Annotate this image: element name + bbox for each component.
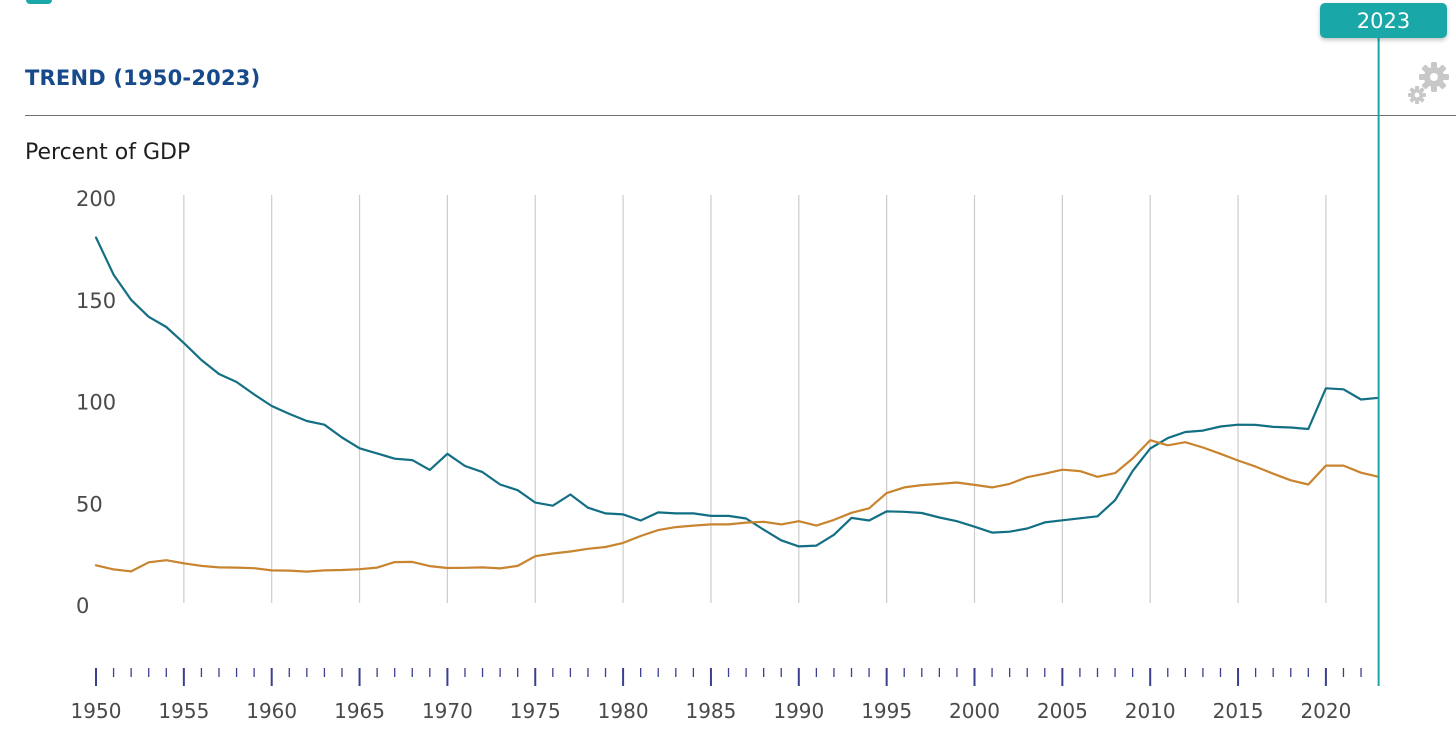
section-title: TREND (1950-2023) (25, 66, 261, 90)
y-tick-label-50: 50 (76, 492, 103, 516)
x-tick-label-1970: 1970 (422, 699, 473, 723)
series-line-1 (94, 236, 1380, 548)
y-tick-label-100: 100 (76, 391, 116, 415)
section-divider (25, 115, 1456, 116)
x-tick-label-1975: 1975 (510, 699, 561, 723)
y-tick-label-0: 0 (76, 594, 89, 618)
x-tick-label-1985: 1985 (685, 699, 736, 723)
legend-swatch (26, 0, 52, 4)
x-tick-label-1950: 1950 (71, 699, 122, 723)
series-line-2 (94, 439, 1380, 573)
x-tick-label-2010: 2010 (1125, 699, 1176, 723)
x-tick-label-2015: 2015 (1213, 699, 1264, 723)
y-tick-label-150: 150 (76, 289, 116, 313)
year-selector-badge[interactable]: 2023 (1320, 3, 1447, 38)
x-tick-label-1955: 1955 (158, 699, 209, 723)
y-axis-title: Percent of GDP (25, 140, 191, 165)
x-tick-label-1995: 1995 (861, 699, 912, 723)
gear-icon[interactable] (1404, 58, 1452, 108)
y-tick-label-200: 200 (76, 187, 116, 211)
x-tick-label-1960: 1960 (246, 699, 297, 723)
x-tick-label-1965: 1965 (334, 699, 385, 723)
x-tick-label-2005: 2005 (1037, 699, 1088, 723)
x-tick-label-1980: 1980 (598, 699, 649, 723)
x-tick-label-2020: 2020 (1300, 699, 1351, 723)
x-tick-label-2000: 2000 (949, 699, 1000, 723)
x-tick-label-1990: 1990 (773, 699, 824, 723)
